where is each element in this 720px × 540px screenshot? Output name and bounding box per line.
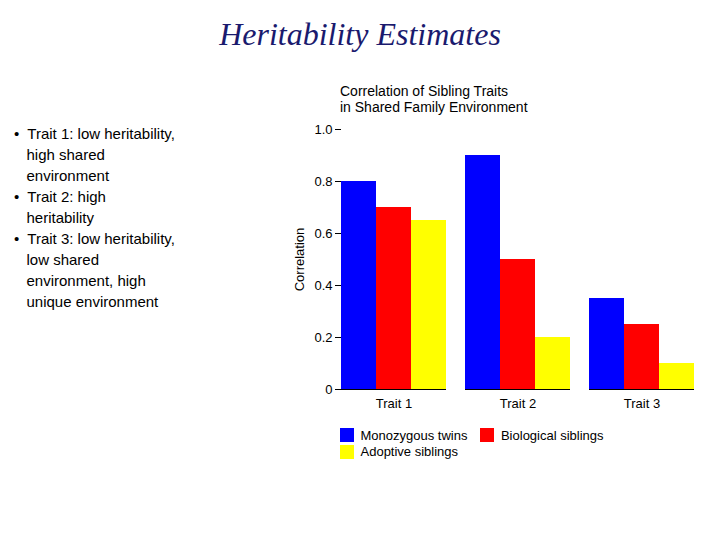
html-text:Biological siblings: Biological siblings [501, 427, 604, 443]
svg-text:0: 0 [325, 382, 332, 397]
svg-text:Trait 3: Trait 3 [624, 396, 660, 411]
html-text:Monozygous twins: Monozygous twins [360, 427, 468, 443]
svg-text:1.0: 1.0 [314, 122, 332, 137]
svg-text:0.6: 0.6 [314, 226, 332, 241]
svg-text:Trait 1: Trait 1 [376, 396, 412, 411]
html-text:Correlation of Sibling Traits: Correlation of Sibling Traits in Shared … [340, 83, 528, 115]
svg-text:Correlation: Correlation [292, 228, 307, 292]
svg-text:Trait 2: Trait 2 [500, 396, 536, 411]
svg-text:0.2: 0.2 [314, 330, 332, 345]
html-text:Heritability Estimates: Heritability Estimates [219, 16, 501, 52]
svg-text:0.8: 0.8 [314, 174, 332, 189]
svg-text:0.4: 0.4 [314, 278, 332, 293]
html-text:Adoptive siblings: Adoptive siblings [360, 444, 459, 460]
html-text:• Trait 1: low heritability, h: • Trait 1: low heritability, high shared… [14, 125, 175, 310]
